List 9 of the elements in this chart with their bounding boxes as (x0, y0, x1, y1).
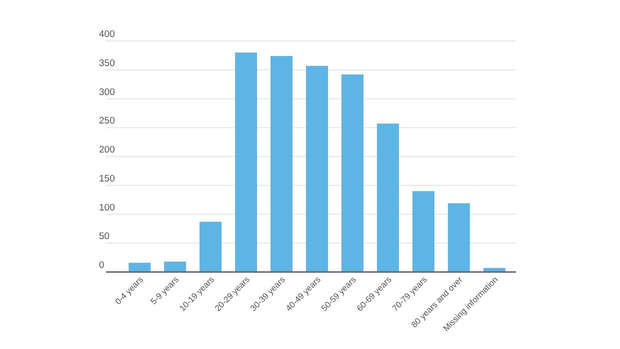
y-tick-label: 400 (99, 29, 115, 40)
y-tick-label: 50 (99, 231, 110, 242)
y-tick-label: 250 (99, 116, 115, 127)
y-tick-label: 300 (99, 86, 115, 98)
y-tick-label: 150 (99, 173, 115, 184)
y-tick-label: 200 (99, 144, 115, 156)
y-tick-label: 100 (99, 202, 115, 214)
y-tick-label: 0 (99, 260, 104, 271)
y-tick-label: 350 (99, 58, 115, 69)
